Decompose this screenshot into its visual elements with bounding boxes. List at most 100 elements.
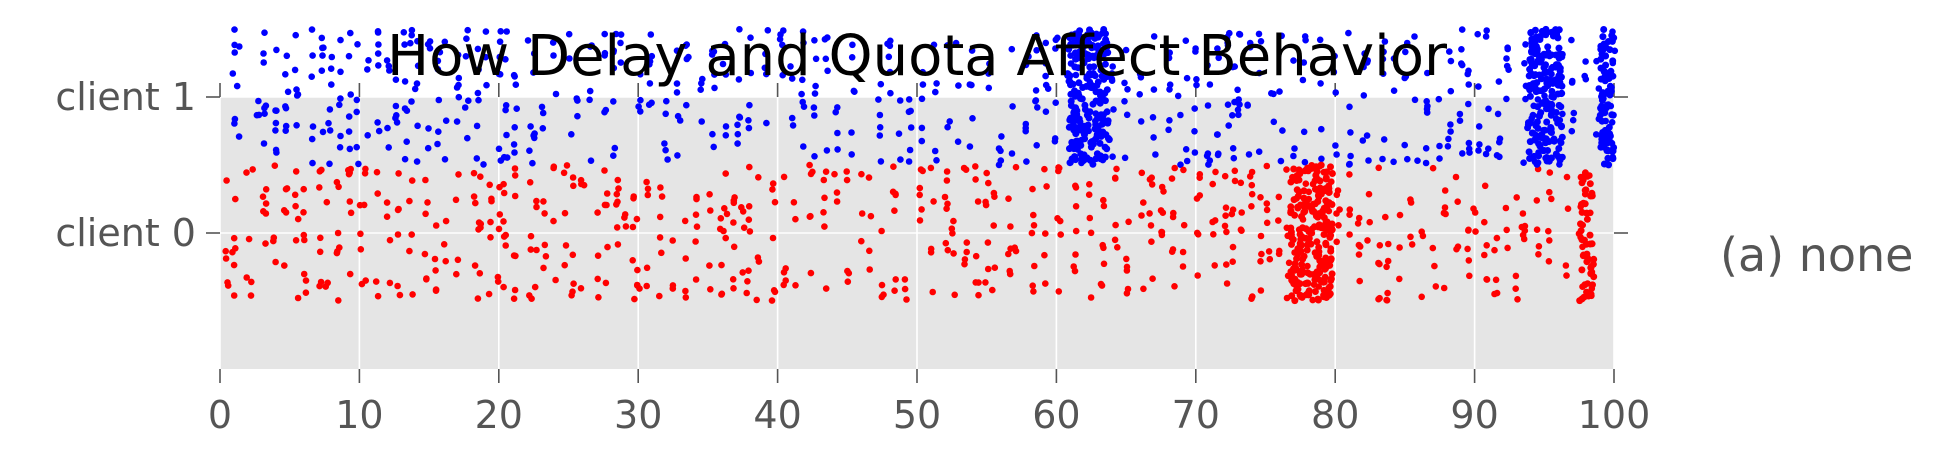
data-point-client-0 <box>477 220 485 228</box>
data-point-client-1 <box>944 123 951 131</box>
data-point-client-0 <box>867 212 875 220</box>
data-point-client-0 <box>531 283 539 291</box>
data-point-client-1 <box>1214 45 1221 52</box>
data-point-client-0 <box>1385 240 1392 248</box>
data-point-client-1 <box>722 132 730 139</box>
data-point-client-0 <box>644 185 652 193</box>
data-point-client-1 <box>811 37 818 44</box>
data-point-client-1 <box>1360 63 1367 71</box>
burst-point-client-1 <box>1542 29 1550 37</box>
data-point-client-1 <box>413 158 421 165</box>
data-point-client-0 <box>1086 181 1093 188</box>
data-point-client-0 <box>1248 181 1256 189</box>
burst-point-client-1 <box>1556 156 1564 164</box>
data-point-client-1 <box>985 84 993 92</box>
data-point-client-0 <box>974 198 982 205</box>
data-point-client-0 <box>300 185 308 193</box>
data-point-client-0 <box>960 164 968 172</box>
burst-point-client-1 <box>1530 152 1538 160</box>
burst-point-client-0 <box>1288 292 1296 300</box>
data-point-client-1 <box>877 80 885 88</box>
data-point-client-0 <box>1054 215 1061 222</box>
data-point-client-1 <box>283 52 291 60</box>
data-point-client-0 <box>1196 171 1204 178</box>
burst-point-client-1 <box>1091 34 1099 42</box>
data-point-client-1 <box>789 122 797 129</box>
burst-point-client-1 <box>1552 150 1560 158</box>
data-point-client-0 <box>317 234 324 242</box>
data-point-client-1 <box>985 70 992 77</box>
data-point-client-0 <box>488 195 495 203</box>
burst-point-client-0 <box>1589 260 1597 268</box>
data-point-client-1 <box>229 70 237 77</box>
tick-labels: 0 10 20 30 40 50 60 70 80 90 100 client 0 client 1 <box>55 75 1650 437</box>
data-point-client-0 <box>880 291 887 299</box>
data-point-client-1 <box>527 123 534 130</box>
data-point-client-0 <box>394 282 401 290</box>
data-point-client-1 <box>736 26 743 33</box>
data-point-client-1 <box>661 140 668 147</box>
burst-point-client-1 <box>1599 33 1607 41</box>
data-point-client-0 <box>622 223 630 230</box>
data-point-client-0 <box>243 274 250 281</box>
data-point-client-0 <box>333 178 341 186</box>
data-point-client-1 <box>411 85 419 93</box>
data-point-client-1 <box>463 35 470 42</box>
data-point-client-1 <box>1008 150 1016 157</box>
data-point-client-0 <box>983 169 990 177</box>
data-point-client-1 <box>408 26 416 34</box>
data-point-client-1 <box>425 125 432 132</box>
data-point-client-1 <box>282 104 290 112</box>
data-point-client-1 <box>1411 96 1419 104</box>
data-point-client-1 <box>1465 139 1473 147</box>
data-point-client-0 <box>1365 190 1373 198</box>
data-point-client-1 <box>895 130 903 137</box>
data-point-client-0 <box>249 166 256 173</box>
data-point-client-1 <box>896 97 904 104</box>
data-point-client-1 <box>1149 114 1157 121</box>
data-point-client-1 <box>746 101 753 109</box>
data-point-client-0 <box>1072 251 1079 258</box>
data-point-client-0 <box>1221 222 1229 230</box>
burst-point-client-0 <box>1581 186 1589 194</box>
x-tick-label: 40 <box>753 393 801 437</box>
data-point-client-1 <box>414 37 421 45</box>
data-point-client-0 <box>1085 191 1093 198</box>
data-point-client-1 <box>309 123 317 130</box>
data-point-client-0 <box>1246 173 1254 180</box>
data-point-client-1 <box>1608 119 1616 126</box>
data-point-client-0 <box>1275 217 1282 224</box>
data-point-client-0 <box>866 266 873 273</box>
data-point-client-1 <box>676 117 684 124</box>
data-point-client-0 <box>1237 179 1245 187</box>
data-point-client-1 <box>1548 70 1555 78</box>
burst-point-client-0 <box>1586 231 1594 239</box>
y-tick-label: client 1 <box>55 75 196 119</box>
data-point-client-0 <box>1481 251 1488 259</box>
data-point-client-0 <box>602 279 610 287</box>
burst-point-client-1 <box>1609 155 1617 163</box>
data-point-client-0 <box>292 237 300 244</box>
data-point-client-1 <box>255 111 263 119</box>
data-point-client-0 <box>629 223 637 231</box>
data-point-client-1 <box>1192 48 1199 55</box>
data-point-client-1 <box>1290 57 1297 64</box>
burst-point-client-0 <box>1590 255 1598 263</box>
data-point-client-1 <box>1191 128 1198 135</box>
data-point-client-1 <box>231 26 238 33</box>
data-point-client-0 <box>1418 293 1425 301</box>
burst-point-client-0 <box>1302 291 1310 299</box>
data-point-client-1 <box>918 137 926 145</box>
burst-point-client-1 <box>1555 145 1563 152</box>
data-point-client-1 <box>885 53 893 61</box>
burst-point-client-1 <box>1095 114 1103 122</box>
data-point-client-1 <box>824 67 831 75</box>
data-point-client-0 <box>232 195 239 203</box>
burst-point-client-0 <box>1583 215 1591 223</box>
data-point-client-1 <box>273 149 280 156</box>
burst-point-client-0 <box>1587 192 1595 200</box>
data-point-client-1 <box>952 39 960 47</box>
data-point-client-1 <box>1121 79 1128 87</box>
data-point-client-0 <box>716 225 724 233</box>
axis-ticks <box>206 83 1628 383</box>
